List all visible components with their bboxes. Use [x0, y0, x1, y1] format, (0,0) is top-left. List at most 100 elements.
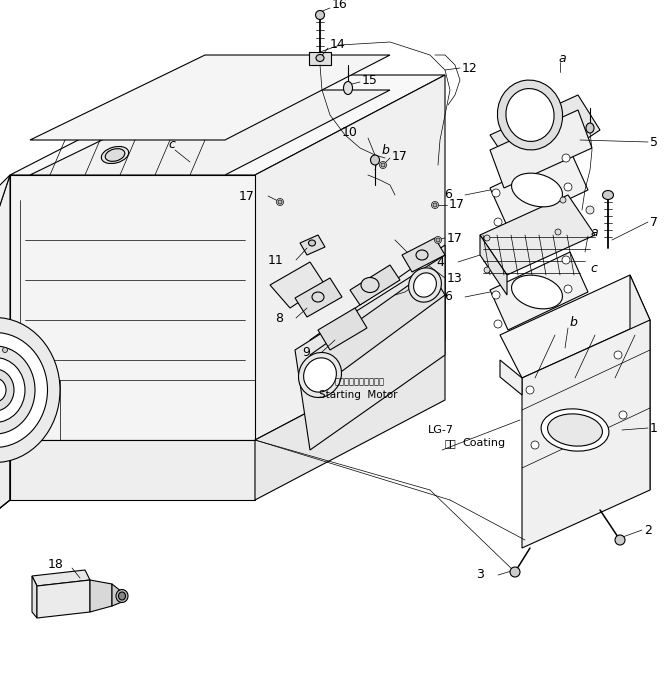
Polygon shape [402, 238, 445, 272]
Text: b: b [382, 144, 390, 157]
Ellipse shape [0, 346, 35, 434]
Text: Coating: Coating [462, 438, 505, 448]
Ellipse shape [526, 386, 534, 394]
Polygon shape [32, 570, 90, 586]
Text: Starting  Motor: Starting Motor [319, 390, 397, 400]
Ellipse shape [506, 88, 554, 141]
Polygon shape [0, 175, 10, 440]
Polygon shape [630, 275, 650, 490]
Ellipse shape [380, 161, 386, 168]
Ellipse shape [492, 189, 500, 197]
Text: 2: 2 [644, 524, 652, 537]
Ellipse shape [494, 320, 502, 328]
Polygon shape [490, 95, 600, 165]
Polygon shape [500, 360, 522, 395]
Ellipse shape [0, 378, 6, 402]
Polygon shape [480, 195, 595, 275]
Polygon shape [309, 52, 331, 65]
Ellipse shape [416, 250, 428, 260]
Ellipse shape [119, 592, 125, 600]
Text: 12: 12 [462, 61, 478, 75]
Text: 15: 15 [362, 74, 378, 86]
Ellipse shape [298, 353, 342, 397]
Polygon shape [255, 340, 445, 500]
Text: a: a [558, 52, 565, 64]
Ellipse shape [308, 240, 316, 246]
Ellipse shape [0, 333, 47, 448]
Text: 3: 3 [476, 569, 484, 582]
Ellipse shape [555, 229, 561, 235]
Polygon shape [0, 220, 10, 520]
Ellipse shape [560, 197, 566, 203]
Text: 7: 7 [650, 215, 658, 228]
Ellipse shape [0, 317, 60, 462]
Text: スターティングモータ: スターティングモータ [335, 377, 385, 386]
Ellipse shape [511, 173, 563, 207]
Ellipse shape [510, 567, 520, 577]
Text: 17: 17 [449, 199, 465, 212]
Ellipse shape [436, 238, 440, 242]
Polygon shape [112, 584, 122, 606]
Text: 13: 13 [447, 271, 463, 284]
Ellipse shape [316, 10, 324, 19]
Ellipse shape [494, 218, 502, 226]
Ellipse shape [564, 183, 572, 191]
Ellipse shape [541, 409, 609, 451]
Ellipse shape [492, 291, 500, 299]
Text: 6: 6 [444, 188, 452, 201]
Polygon shape [295, 278, 342, 317]
Ellipse shape [116, 589, 128, 602]
Ellipse shape [304, 358, 336, 392]
Ellipse shape [3, 348, 7, 353]
Ellipse shape [564, 285, 572, 293]
Ellipse shape [0, 357, 25, 422]
Text: 14: 14 [330, 37, 346, 50]
Text: 10: 10 [342, 126, 358, 139]
Ellipse shape [511, 275, 563, 309]
Polygon shape [10, 440, 255, 500]
Ellipse shape [0, 369, 14, 411]
Polygon shape [300, 235, 325, 255]
Ellipse shape [381, 163, 385, 167]
Ellipse shape [433, 203, 437, 207]
Polygon shape [32, 576, 37, 618]
Polygon shape [490, 150, 588, 228]
Polygon shape [350, 265, 400, 305]
Ellipse shape [562, 154, 570, 162]
Polygon shape [310, 270, 445, 380]
Ellipse shape [603, 190, 613, 199]
Ellipse shape [312, 292, 324, 302]
Polygon shape [0, 175, 10, 250]
Text: 5: 5 [650, 135, 658, 148]
Text: a: a [590, 226, 597, 239]
Ellipse shape [615, 535, 625, 545]
Ellipse shape [586, 206, 594, 214]
Text: 8: 8 [275, 311, 283, 324]
Ellipse shape [547, 414, 603, 446]
Text: c: c [168, 139, 175, 152]
Text: b: b [570, 315, 578, 328]
Ellipse shape [316, 55, 324, 61]
Polygon shape [490, 110, 592, 188]
Ellipse shape [434, 237, 442, 244]
Ellipse shape [344, 81, 352, 95]
Text: 18: 18 [48, 558, 64, 571]
Polygon shape [318, 308, 367, 350]
Text: 17: 17 [447, 232, 463, 244]
Polygon shape [490, 252, 588, 330]
Ellipse shape [614, 351, 622, 359]
Text: LG-7: LG-7 [428, 425, 454, 435]
Polygon shape [295, 255, 445, 450]
Polygon shape [255, 75, 445, 440]
Text: 1: 1 [650, 422, 658, 435]
Polygon shape [500, 275, 650, 378]
Text: 塗布: 塗布 [445, 438, 457, 448]
Ellipse shape [361, 277, 379, 293]
Ellipse shape [484, 267, 490, 273]
Polygon shape [0, 440, 10, 520]
Ellipse shape [586, 123, 594, 133]
Text: 17: 17 [239, 190, 255, 202]
Polygon shape [10, 175, 255, 440]
Ellipse shape [531, 441, 539, 449]
Ellipse shape [101, 146, 129, 164]
